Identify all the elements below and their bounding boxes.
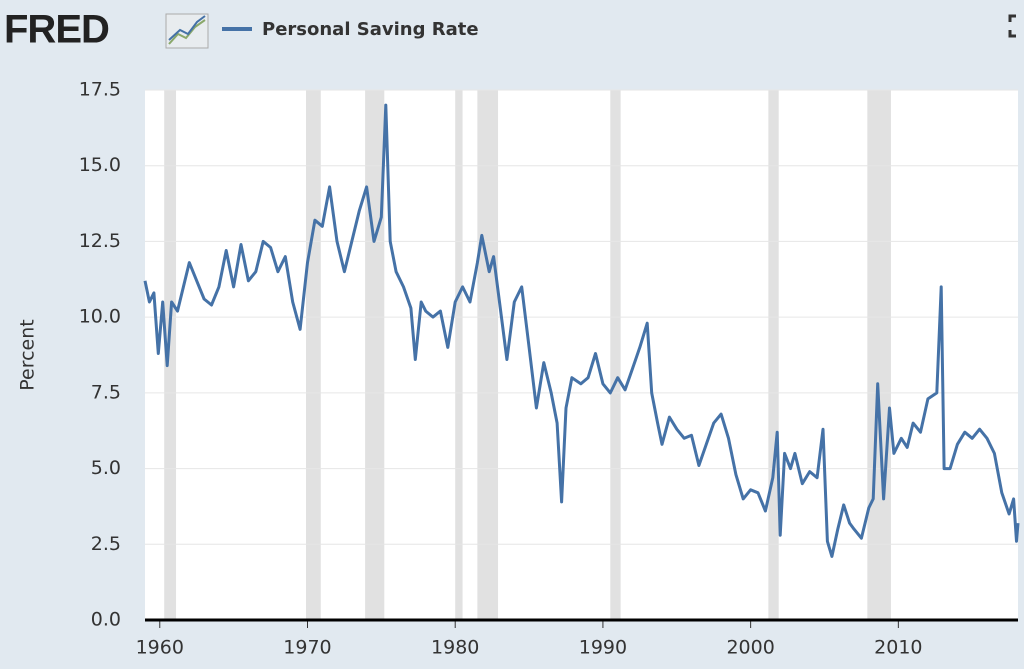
series-line (143, 103, 1020, 558)
y-tick-label: 0.0 (91, 609, 121, 631)
y-tick-label: 12.5 (79, 230, 121, 252)
legend-label: Personal Saving Rate (262, 19, 479, 40)
y-tick-label: 10.0 (79, 306, 121, 328)
logo-icon (165, 13, 209, 49)
x-tick-label: 1970 (283, 637, 331, 659)
recession-band (477, 90, 499, 620)
recession-band (455, 90, 463, 620)
y-tick-label: 5.0 (91, 457, 121, 479)
recession-band (365, 90, 385, 620)
y-tick-label: 17.5 (79, 79, 121, 101)
fullscreen-icon[interactable] (1008, 14, 1016, 38)
y-tick-label: 15.0 (79, 154, 121, 176)
y-tick-label: 2.5 (91, 533, 121, 555)
recession-band (867, 90, 891, 620)
y-tick-label: 7.5 (91, 381, 121, 403)
recession-band (164, 90, 177, 620)
logo: FRED (4, 8, 109, 52)
x-tick-label: 1960 (136, 637, 184, 659)
recession-band (768, 90, 779, 620)
x-tick-label: 1990 (579, 637, 627, 659)
y-axis-label: Percent (17, 319, 39, 391)
x-tick-label: 1980 (431, 637, 479, 659)
recession-band (306, 90, 321, 620)
recession-band (610, 90, 621, 620)
x-tick-label: 2000 (726, 637, 774, 659)
x-tick-label: 2010 (874, 637, 922, 659)
